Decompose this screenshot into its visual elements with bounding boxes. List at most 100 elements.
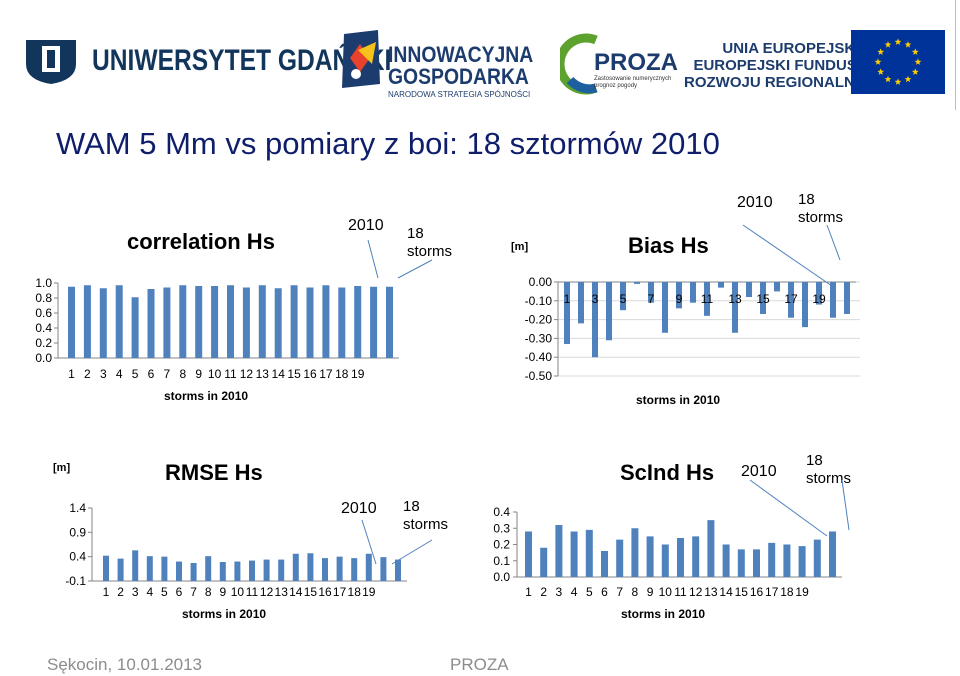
bar [380,557,387,581]
x-tick-label: 12 [260,585,274,599]
eu-star-icon [911,48,919,55]
bar [103,555,109,581]
bar [601,551,608,577]
x-tick-label: 3 [556,585,563,599]
bar [783,544,791,577]
x-tick-label: 5 [586,585,593,599]
bar [646,536,654,577]
eu-star-icon [894,38,902,45]
page-title: WAM 5 Mm vs pomiary z boi: 18 sztormów 2… [56,126,720,161]
y-tick-label: 0.0 [35,351,52,365]
bar [798,546,806,577]
chart-plot: 1.00.80.60.40.20.01 2 3 4 5 6 7 8 9 10 11 12 13 14 15 1… [35,239,433,381]
x-tick-label: 19 [795,585,809,599]
x-tick-label: 10 [231,585,245,599]
x-tick-label: 6 [601,585,608,599]
eu-star-icon [877,48,885,55]
annotation-storms: 18 storms [403,498,448,533]
bar [704,282,710,316]
university-name: UNIWERSYTET GDAŃSKI [92,44,392,77]
x-tick-label: 1 [68,367,75,381]
x-tick-label: 18 [348,585,362,599]
y-tick-label: -0.1 [65,574,86,588]
x-tick-label: 18 [335,367,349,381]
x-tick-label: 1 [525,585,532,599]
x-tick-label: 13 [275,585,289,599]
x-tick-label: 7 [648,292,655,306]
y-tick-label: 0.8 [35,291,52,305]
bar [746,282,752,298]
y-tick-label: 1.0 [35,276,52,290]
bar [131,297,139,358]
bar [802,282,808,328]
x-tick-label: 16 [303,367,317,381]
bar [564,282,570,345]
bar [132,550,139,581]
x-tick-label: 7 [616,585,623,599]
x-tick-label: 3 [592,292,599,306]
bar [370,286,378,358]
x-tick-label: 17 [765,585,779,599]
bar [592,282,598,358]
innowacyjna-line3: NARODOWA STRATEGIA SPÓJNOŚCI [388,90,531,99]
x-tick-label: 12 [240,367,254,381]
x-tick-label: 17 [784,292,798,306]
eu-star-icon [884,75,892,83]
x-tick-label: 13 [704,585,718,599]
bar [718,282,724,288]
bar [844,282,850,314]
x-tick-label: 5 [132,367,139,381]
chart-plot: 1.40.90.4-0.11 2 3 4 5 6 7 8 9 10 11 12 13 14 15 16 17 18… [65,501,433,599]
x-tick-label: 11 [674,585,687,599]
chart-title: correlation Hs [127,229,275,254]
x-axis-label: storms in 2010 [182,607,267,621]
y-tick-label: 0.3 [493,521,510,535]
bar [179,285,187,358]
x-tick-label: 9 [647,585,654,599]
chart-title: RMSE Hs [165,460,263,485]
bar [760,282,766,314]
bar [395,559,401,581]
bar [753,549,760,577]
y-tick-label: 0.2 [493,538,510,552]
bar [788,282,794,318]
bar [219,562,226,581]
proza-subtitle: Zastosowanie numerycznych prognoz pogody [594,76,672,89]
bar [83,285,91,358]
callout-line [749,479,828,537]
x-tick-label: 9 [676,292,683,306]
x-tick-label: 19 [351,367,365,381]
bar [274,288,282,358]
proza-name: PROZA [594,49,678,76]
bar [737,549,745,577]
bar [68,286,75,358]
bar [115,285,123,358]
chart-title: Bias Hs [628,233,709,258]
y-tick-label: -0.50 [525,369,553,383]
innowacyjna-logo-icon [342,30,380,88]
x-tick-label: 6 [148,367,155,381]
bar [322,558,328,581]
x-tick-label: 5 [161,585,168,599]
bar [570,531,578,577]
eu-line2: EUROPEJSKI FUNDUSZ [693,57,866,74]
x-tick-label: 14 [272,367,286,381]
footer-location-date: Sękocin, 10.01.2013 [47,655,203,674]
y-tick-label: 0.2 [35,336,52,350]
bar [386,286,393,358]
annotation-storms: 18 storms [806,452,851,487]
bar [620,282,626,311]
x-tick-label: 8 [179,367,186,381]
bar [147,289,155,358]
x-tick-label: 4 [116,367,123,381]
x-tick-label: 15 [287,367,301,381]
bar [176,561,182,581]
bar [555,525,563,577]
x-axis-label: storms in 2010 [164,389,249,403]
x-tick-label: 18 [780,585,794,599]
y-tick-label: 1.4 [69,501,86,515]
bar [290,285,298,358]
x-tick-label: 2 [117,585,124,599]
eu-line1: UNIA EUROPEJSKA [722,40,866,57]
chart-plot: 0.00-0.10-0.20-0.30-0.40-0.501 3 5 7 9 11 13 15… [525,224,860,383]
